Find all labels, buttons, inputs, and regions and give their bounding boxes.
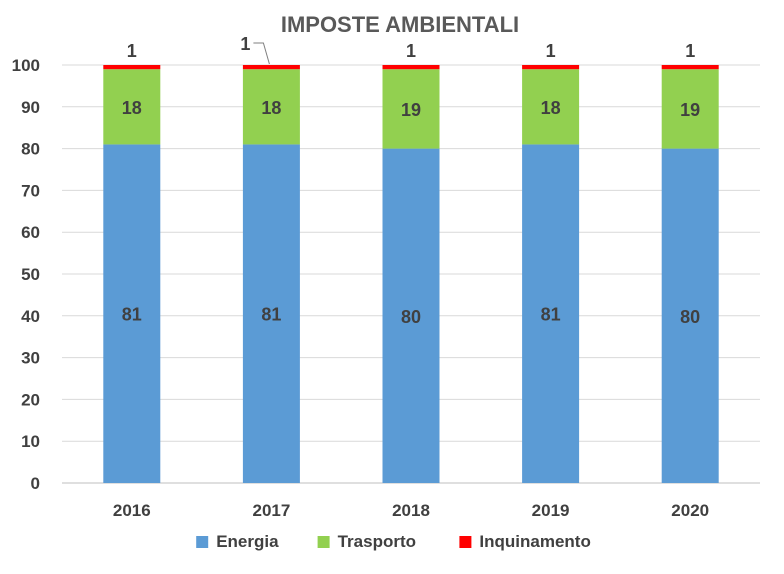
legend-swatch-trasporto	[317, 536, 330, 548]
data-label: 1	[685, 41, 695, 61]
data-label: 18	[541, 98, 561, 118]
x-tick-label: 2017	[252, 501, 290, 520]
bar-segment-energia	[661, 148, 719, 483]
data-label: 18	[261, 98, 281, 118]
bar-segment-inquinamento	[522, 65, 580, 70]
chart-title: IMPOSTE AMBIENTALI	[281, 12, 519, 37]
data-label: 18	[122, 98, 142, 118]
data-label: 1	[406, 41, 416, 61]
y-tick-label: 50	[21, 265, 40, 284]
y-tick-label: 0	[31, 474, 40, 493]
bar-segment-energia	[522, 144, 580, 484]
bar-segment-trasporto	[242, 69, 300, 145]
legend-swatch-inquinamento	[459, 536, 472, 548]
data-label: 81	[541, 305, 561, 325]
label-leader-line	[253, 42, 270, 65]
bar-segment-trasporto	[661, 69, 719, 149]
data-label: 80	[401, 307, 421, 327]
bar-segment-inquinamento	[382, 65, 440, 70]
data-label: 19	[401, 100, 421, 120]
bar-segment-trasporto	[522, 69, 580, 145]
y-tick-label: 100	[12, 56, 40, 75]
legend-label: Inquinamento	[479, 532, 590, 551]
x-axis-ticks: 2016 2017 2018 2019 2020	[113, 501, 709, 520]
y-tick-label: 30	[21, 349, 40, 368]
bar-segment-energia	[242, 144, 300, 484]
bar-segment-energia	[103, 144, 161, 484]
data-label: 81	[261, 305, 281, 325]
data-label: 19	[680, 100, 700, 120]
bar-segment-trasporto	[103, 69, 161, 145]
legend-label: Trasporto	[338, 532, 416, 551]
bar-segment-inquinamento	[103, 65, 161, 70]
legend-swatch-energia	[196, 536, 209, 548]
y-tick-label: 80	[21, 140, 40, 159]
bar-segment-trasporto	[382, 69, 440, 149]
data-label: 81	[122, 305, 142, 325]
x-tick-label: 2018	[392, 501, 430, 520]
y-tick-label: 20	[21, 390, 40, 409]
y-tick-label: 60	[21, 223, 40, 242]
y-tick-label: 70	[21, 181, 40, 200]
bar-segment-energia	[382, 148, 440, 483]
y-axis-ticks: 0 10 20 30 40 50 60 70 80 90 100	[12, 56, 40, 493]
bar-segment-inquinamento	[661, 65, 719, 70]
data-label: 80	[680, 307, 700, 327]
data-label: 1	[127, 41, 137, 61]
x-tick-label: 2020	[671, 501, 709, 520]
y-tick-label: 10	[21, 432, 40, 451]
data-label: 1	[240, 34, 250, 54]
y-tick-label: 90	[21, 98, 40, 117]
y-tick-label: 40	[21, 307, 40, 326]
legend-label: Energia	[216, 532, 279, 551]
x-tick-label: 2019	[532, 501, 570, 520]
data-label: 1	[546, 41, 556, 61]
bars	[103, 65, 719, 484]
bar-segment-inquinamento	[242, 65, 300, 70]
legend: Energia Trasporto Inquinamento	[196, 532, 591, 551]
x-tick-label: 2016	[113, 501, 151, 520]
